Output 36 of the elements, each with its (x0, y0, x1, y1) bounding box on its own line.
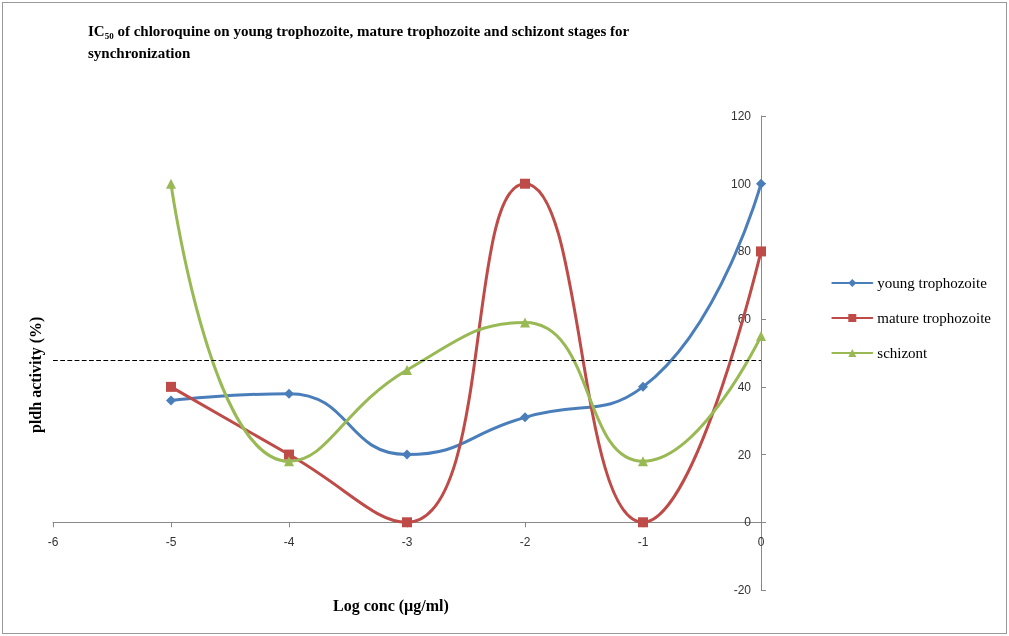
legend-label: young trophozoite (877, 275, 988, 291)
x-tick-label: -5 (165, 535, 177, 550)
point (756, 331, 766, 342)
point (520, 317, 530, 328)
y-tick-label: -20 (733, 583, 752, 597)
x-axis-title: Log conc (µg/ml) (333, 596, 449, 615)
point (166, 395, 176, 406)
x-tick-label: -1 (637, 535, 649, 550)
point (284, 456, 294, 467)
legend-label: schizont (877, 345, 929, 361)
point (284, 388, 294, 399)
y-tick-label: 20 (737, 447, 752, 462)
chart-title: IC₅₀ of chloroquine on young trophozoite, mature trophozoite and schizont stages for synchronization (88, 23, 630, 61)
y-tick-label: 40 (737, 379, 752, 394)
point (402, 449, 412, 460)
point (638, 517, 648, 528)
point (638, 381, 648, 392)
point (756, 246, 766, 257)
point (520, 178, 530, 189)
point (166, 178, 176, 189)
x-tick-label: -4 (283, 535, 295, 550)
point (402, 517, 412, 528)
y-tick-label: 80 (737, 244, 752, 259)
point (166, 381, 176, 392)
x-tick-label: -3 (401, 535, 413, 550)
x-tick-label: -6 (47, 535, 59, 550)
point (520, 412, 530, 423)
x-tick-label: -2 (519, 535, 531, 550)
y-axis-title: pldh activity (%) (26, 316, 45, 433)
point (756, 178, 766, 189)
point (284, 449, 294, 460)
y-tick-label: 120 (730, 109, 752, 123)
point (402, 364, 412, 375)
legend-label: mature trophozoite (877, 310, 992, 326)
point (638, 456, 648, 467)
y-tick-label: 100 (730, 176, 752, 191)
